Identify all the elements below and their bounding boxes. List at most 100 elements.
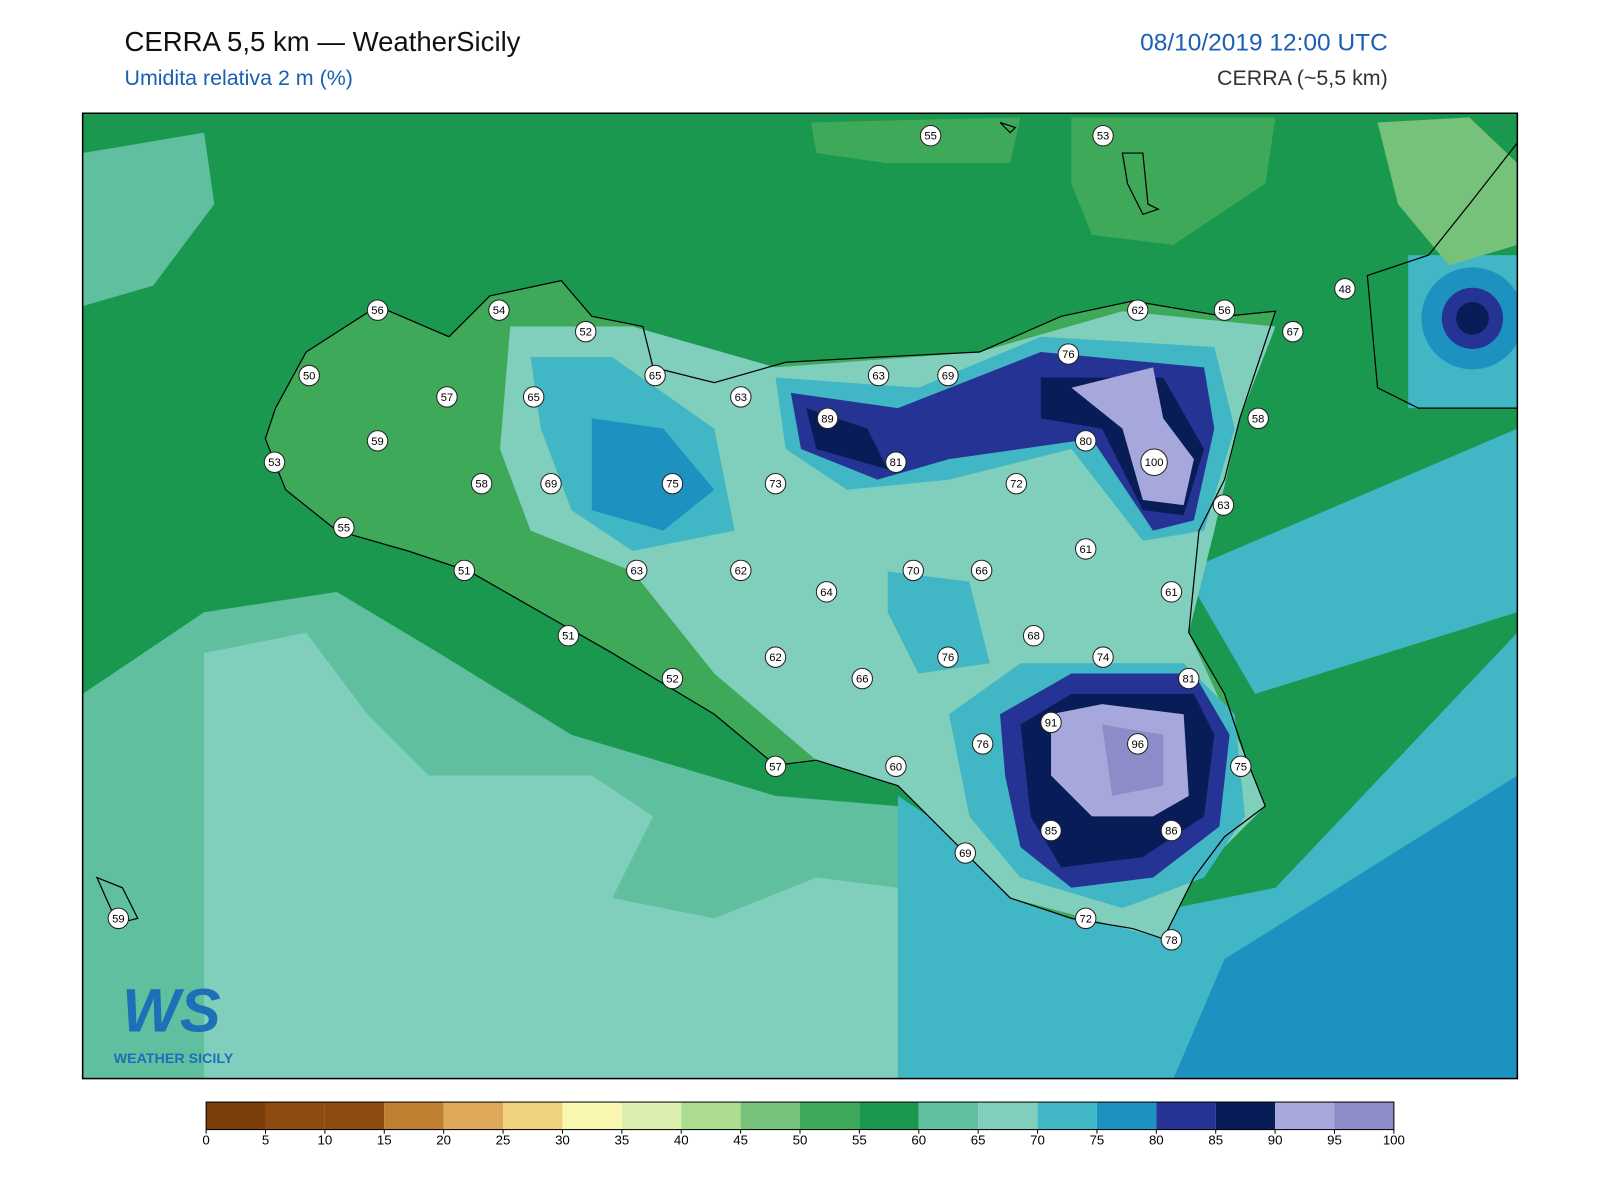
station-value: 63	[872, 370, 884, 382]
colorbar-tick-label: 0	[202, 1132, 209, 1147]
map-frame	[81, 112, 1519, 1080]
station-marker	[1092, 646, 1114, 668]
station-marker	[970, 559, 993, 582]
colorbar-tick-label: 45	[733, 1132, 748, 1147]
station-marker	[488, 299, 510, 321]
station-value: 76	[1062, 349, 1074, 361]
station-value: 75	[1235, 761, 1247, 773]
colorbar-swatch	[800, 1102, 860, 1130]
colorbar-tick-label: 30	[555, 1132, 570, 1147]
station-value: 61	[1079, 544, 1091, 556]
station-value: 58	[475, 479, 487, 491]
coastline	[1366, 142, 1518, 409]
station-marker	[1005, 472, 1028, 495]
colorbar-tick-label: 80	[1149, 1132, 1164, 1147]
station-marker	[366, 299, 389, 321]
station-marker	[298, 364, 320, 387]
station-value: 59	[112, 913, 124, 925]
station-value: 67	[1287, 327, 1299, 339]
colorbar-swatch	[503, 1102, 563, 1130]
station-value: 69	[545, 479, 557, 491]
colorbar-swatch	[681, 1102, 741, 1130]
station-value: 76	[976, 739, 988, 751]
station-value: 86	[1165, 826, 1177, 838]
station-marker	[333, 516, 355, 539]
colorbar-tick-label: 40	[674, 1132, 689, 1147]
station-marker	[522, 386, 545, 408]
field	[1173, 775, 1518, 1079]
colorbar-tick-label: 75	[1090, 1132, 1105, 1147]
field	[82, 132, 215, 307]
colorbar-tick-label: 5	[262, 1132, 269, 1147]
station-marker	[816, 407, 839, 430]
station-marker	[730, 559, 752, 582]
colorbar-tick-label: 15	[377, 1132, 392, 1147]
station-value: 51	[562, 631, 574, 643]
station-value: 54	[493, 305, 505, 317]
station-value: 51	[458, 565, 470, 577]
station-value: 62	[769, 652, 781, 664]
field	[811, 117, 1021, 164]
subtitle: Umidita relativa 2 m (%)	[124, 66, 352, 90]
field	[1071, 117, 1276, 245]
station-value: 61	[1165, 587, 1177, 599]
station-marker	[815, 581, 838, 603]
colorbar-swatch	[918, 1102, 979, 1130]
station-marker	[1092, 125, 1114, 147]
colorbar-swatch	[562, 1102, 622, 1130]
field	[1456, 302, 1489, 335]
station-value: 59	[371, 436, 383, 448]
station-marker	[1075, 907, 1097, 930]
station-value: 65	[649, 370, 661, 382]
station-marker	[902, 559, 924, 582]
station-marker	[436, 386, 458, 408]
station-value: 50	[303, 370, 315, 382]
station-value: 73	[769, 479, 781, 491]
station-marker	[1212, 494, 1235, 516]
station-value: 78	[1165, 935, 1177, 947]
station-marker	[1040, 711, 1062, 734]
colorbar-tick-label: 65	[971, 1132, 986, 1147]
station-marker	[730, 386, 752, 408]
station-marker	[1022, 625, 1045, 647]
station-value: 64	[820, 587, 832, 599]
station-marker	[937, 364, 959, 387]
datetime: 08/10/2019 12:00 UTC	[1140, 29, 1388, 56]
station-value: 85	[1045, 826, 1057, 838]
station-value: 76	[942, 652, 954, 664]
station-marker	[263, 451, 286, 473]
station-value: 66	[856, 674, 868, 686]
station-value: 89	[821, 413, 833, 425]
station-marker	[453, 559, 475, 582]
title: CERRA 5,5 km — WeatherSicily	[124, 26, 520, 57]
logo-text: WEATHER SICILY	[114, 1051, 234, 1067]
station-value: 69	[942, 370, 954, 382]
station-value: 63	[630, 565, 642, 577]
station-value: 56	[1218, 305, 1230, 317]
station-marker	[540, 472, 562, 495]
station-marker	[764, 755, 787, 778]
station-marker	[1140, 448, 1168, 477]
station-marker	[1057, 343, 1080, 365]
colorbar-tick-label: 25	[496, 1132, 511, 1147]
coastline	[264, 279, 1277, 940]
station-marker	[885, 755, 907, 778]
colorbar-swatch	[1215, 1102, 1276, 1130]
station-value: 62	[735, 565, 747, 577]
colorbar-tick-label: 95	[1327, 1132, 1342, 1147]
station-marker	[1127, 299, 1149, 321]
station-marker	[1230, 755, 1252, 778]
station-value: 57	[769, 761, 781, 773]
station-value: 81	[1183, 674, 1195, 686]
station-marker	[1160, 929, 1183, 951]
station-marker	[366, 430, 389, 452]
station-marker	[1127, 733, 1149, 755]
model: CERRA (~5,5 km)	[1217, 66, 1388, 90]
colorbar-swatch	[265, 1102, 325, 1130]
station-value: 66	[975, 565, 987, 577]
station-marker	[919, 125, 942, 147]
colorbar-tick-label: 50	[793, 1132, 808, 1147]
colorbar-swatch	[1275, 1102, 1335, 1130]
station-value: 75	[666, 479, 678, 491]
